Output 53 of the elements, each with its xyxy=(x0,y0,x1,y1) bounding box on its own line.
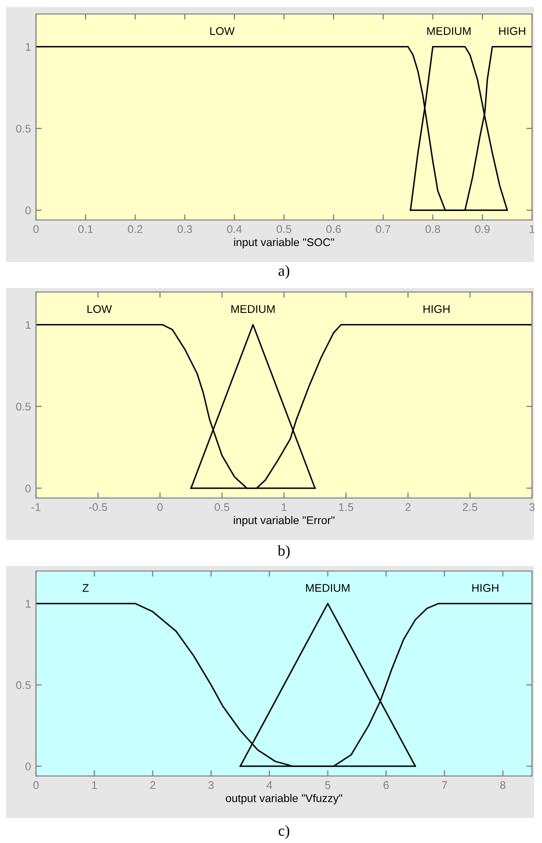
series-label: HIGH xyxy=(472,584,498,592)
x-tick-label: 6 xyxy=(384,781,389,790)
x-tick-label: 0.6 xyxy=(326,225,341,234)
x-tick-label: 8 xyxy=(500,781,506,790)
x-tick-label: 1.5 xyxy=(339,503,354,512)
y-tick-label: 0 xyxy=(25,484,31,492)
x-axis-title: output variable "Vfuzzy" xyxy=(226,794,342,804)
x-tick-label: 1 xyxy=(92,781,97,789)
x-tick-label: 0.2 xyxy=(128,225,142,234)
x-tick-label: 5 xyxy=(325,781,330,790)
x-tick-label: 1 xyxy=(282,503,287,511)
x-tick-label: 2 xyxy=(405,503,411,511)
y-tick-label: 0 xyxy=(25,206,31,214)
series-label: MEDIUM xyxy=(306,584,350,592)
text: a) xyxy=(278,265,290,279)
series-label: LOW xyxy=(210,27,235,35)
y-tick-label: 0 xyxy=(25,762,31,770)
x-tick-label: 4 xyxy=(266,781,272,789)
y-tick-label: 0.5 xyxy=(16,402,31,411)
y-tick-label: 1 xyxy=(26,600,31,608)
series-label: HIGH xyxy=(424,305,450,313)
series-label: MEDIUM xyxy=(427,27,471,35)
x-tick-label: 0.1 xyxy=(78,225,93,234)
x-tick-label: 1 xyxy=(530,225,535,233)
x-axis-title: input variable "Error" xyxy=(234,516,334,526)
series-label: MEDIUM xyxy=(231,305,275,313)
series-label: HIGH xyxy=(499,27,526,35)
x-tick-label: 3 xyxy=(208,781,214,790)
x-tick-label: 0 xyxy=(157,503,163,512)
x-tick-label: 0.8 xyxy=(426,225,440,234)
x-tick-label: 0.4 xyxy=(227,225,242,234)
x-tick-label: 3 xyxy=(529,503,535,512)
y-tick-label: 0.5 xyxy=(16,124,31,133)
text: c) xyxy=(278,825,290,839)
x-tick-label: -0.5 xyxy=(88,503,108,512)
x-tick-label: 2.5 xyxy=(462,503,478,512)
series-label: Z xyxy=(82,584,89,592)
x-tick-label: 0.5 xyxy=(214,503,230,512)
x-tick-label: 0.3 xyxy=(178,225,192,234)
x-tick-label: 0 xyxy=(33,225,39,234)
x-axis-title: input variable "SOC" xyxy=(234,238,334,248)
x-tick-label: 0.7 xyxy=(376,225,390,234)
x-tick-label: 0 xyxy=(33,781,39,790)
x-tick-label: -1 xyxy=(32,503,40,511)
x-tick-label: 0.5 xyxy=(276,225,292,234)
x-tick-label: 0.9 xyxy=(475,225,490,234)
y-tick-label: 1 xyxy=(26,321,31,329)
text: b) xyxy=(278,545,290,559)
x-tick-label: 7 xyxy=(442,781,448,789)
y-tick-label: 1 xyxy=(26,43,31,51)
x-tick-label: 2 xyxy=(150,781,156,789)
y-tick-label: 0.5 xyxy=(16,681,31,690)
series-label: LOW xyxy=(87,305,112,313)
